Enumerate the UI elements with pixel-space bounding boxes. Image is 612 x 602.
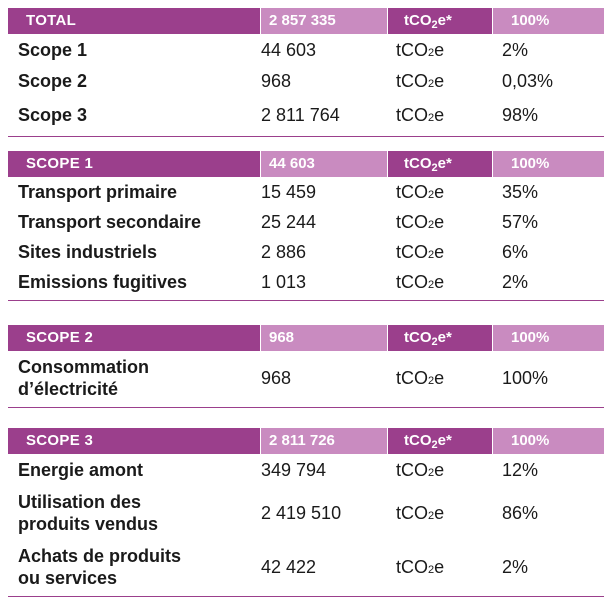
row-unit: tCO 2 e bbox=[396, 241, 445, 262]
scope2-header-value: 968 bbox=[261, 325, 387, 351]
row-label-line2: d’électricité bbox=[18, 379, 119, 399]
scope1-header-pct: 100% bbox=[493, 151, 604, 177]
scope2-header-label: SCOPE 2 bbox=[8, 325, 260, 351]
scope1-table: SCOPE 1 44 603 tCO2e* 100% Transport pri… bbox=[8, 151, 604, 297]
row-label: Sites industriels bbox=[18, 242, 158, 262]
table-row: Energie amont 349 794 tCO 2 e 12% bbox=[8, 454, 604, 486]
row-label-line1: Achats de produits bbox=[18, 546, 182, 566]
total-header-value: 2 857 335 bbox=[261, 8, 387, 34]
section-divider bbox=[8, 407, 604, 408]
scope3-header-value: 2 811 726 bbox=[261, 428, 387, 454]
scope2-header-unit: tCO2e* bbox=[388, 325, 492, 351]
scope3-table: SCOPE 3 2 811 726 tCO2e* 100% Energie am… bbox=[8, 428, 604, 594]
scope1-header-unit: tCO2e* bbox=[388, 151, 492, 177]
row-value: 2 419 510 bbox=[261, 502, 342, 523]
row-label: Achats de produits ou services bbox=[18, 540, 258, 594]
row-percent: 2% bbox=[502, 39, 529, 60]
row-label: Scope 1 bbox=[18, 40, 88, 60]
scope3-header-unit: tCO2e* bbox=[388, 428, 492, 454]
row-percent: 57% bbox=[502, 211, 539, 232]
scope3-header-pct: 100% bbox=[493, 428, 604, 454]
row-value: 968 bbox=[261, 367, 292, 388]
row-unit: tCO 2 e bbox=[396, 70, 445, 91]
row-label-line2: produits vendus bbox=[18, 514, 159, 534]
total-header-unit: tCO2e* bbox=[388, 8, 492, 34]
row-label: Scope 3 bbox=[18, 105, 88, 125]
table-row: Transport secondaire 25 244 tCO 2 e 57% bbox=[8, 207, 604, 237]
row-label: Emissions fugitives bbox=[18, 272, 188, 292]
row-unit: tCO 2 e bbox=[396, 104, 445, 125]
row-value: 44 603 bbox=[261, 39, 317, 60]
row-percent: 86% bbox=[502, 502, 539, 523]
scope2-header-pct: 100% bbox=[493, 325, 604, 351]
section-divider bbox=[8, 300, 604, 301]
scope1-header-row: SCOPE 1 44 603 tCO2e* 100% bbox=[8, 151, 604, 177]
row-label: Transport primaire bbox=[18, 182, 178, 202]
total-header-label: TOTAL bbox=[8, 8, 260, 34]
row-value: 968 bbox=[261, 70, 292, 91]
row-value: 2 886 bbox=[261, 241, 307, 262]
table-row: Utilisation des produits vendus 2 419 510… bbox=[8, 486, 604, 540]
row-unit: tCO 2 e bbox=[396, 459, 445, 480]
section-divider bbox=[8, 596, 604, 597]
row-percent: 100% bbox=[502, 367, 549, 388]
total-table: TOTAL 2 857 335 tCO2e* 100% Scope 1 44 6… bbox=[8, 8, 604, 134]
row-value: 1 013 bbox=[261, 271, 307, 292]
row-value: 25 244 bbox=[261, 211, 317, 232]
scope3-header-row: SCOPE 3 2 811 726 tCO2e* 100% bbox=[8, 428, 604, 454]
row-percent: 98% bbox=[502, 104, 539, 125]
row-label: Energie amont bbox=[18, 460, 144, 480]
scope3-header-label: SCOPE 3 bbox=[8, 428, 260, 454]
total-header-row: TOTAL 2 857 335 tCO2e* 100% bbox=[8, 8, 604, 34]
row-value: 15 459 bbox=[261, 181, 317, 202]
scope1-header-label: SCOPE 1 bbox=[8, 151, 260, 177]
row-percent: 0,03% bbox=[502, 70, 554, 91]
row-percent: 12% bbox=[502, 459, 539, 480]
row-label-line2: ou services bbox=[18, 568, 118, 588]
row-unit: tCO 2 e bbox=[396, 556, 445, 577]
row-label: Scope 2 bbox=[18, 71, 88, 91]
row-unit: tCO 2 e bbox=[396, 211, 445, 232]
row-percent: 35% bbox=[502, 181, 539, 202]
table-row: Scope 1 44 603 tCO 2 e 2% bbox=[8, 34, 604, 66]
table-row: Sites industriels 2 886 tCO 2 e 6% bbox=[8, 237, 604, 267]
scope1-header-value: 44 603 bbox=[261, 151, 387, 177]
row-value: 2 811 764 bbox=[261, 104, 340, 125]
scope2-header-row: SCOPE 2 968 tCO2e* 100% bbox=[8, 325, 604, 351]
scope2-table: SCOPE 2 968 tCO2e* 100% Consommation d’él… bbox=[8, 325, 604, 405]
total-header-pct: 100% bbox=[493, 8, 604, 34]
row-unit: tCO 2 e bbox=[396, 39, 445, 60]
table-row: Transport primaire 15 459 tCO 2 e 35% bbox=[8, 177, 604, 207]
row-value: 349 794 bbox=[261, 459, 327, 480]
row-label: Transport secondaire bbox=[18, 212, 202, 232]
row-unit: tCO 2 e bbox=[396, 367, 445, 388]
table-row: Scope 3 2 811 764 tCO 2 e 98% bbox=[8, 96, 604, 134]
row-label-line1: Consommation bbox=[18, 357, 150, 377]
row-percent: 6% bbox=[502, 241, 529, 262]
row-unit: tCO 2 e bbox=[396, 181, 445, 202]
row-percent: 2% bbox=[502, 556, 529, 577]
row-label: Utilisation des produits vendus bbox=[18, 486, 258, 540]
table-row: Emissions fugitives 1 013 tCO 2 e 2% bbox=[8, 267, 604, 297]
table-row: Scope 2 968 tCO 2 e 0,03% bbox=[8, 66, 604, 96]
row-unit: tCO 2 e bbox=[396, 271, 445, 292]
row-label: Consommation d’électricité bbox=[18, 351, 258, 405]
table-row: Achats de produits ou services 42 422 tCO… bbox=[8, 540, 604, 594]
section-divider bbox=[8, 136, 604, 137]
row-percent: 2% bbox=[502, 271, 529, 292]
row-unit: tCO 2 e bbox=[396, 502, 445, 523]
row-label-line1: Utilisation des bbox=[18, 492, 142, 512]
table-row: Consommation d’électricité 968 tCO 2 e 100% bbox=[8, 351, 604, 405]
row-value: 42 422 bbox=[261, 556, 317, 577]
